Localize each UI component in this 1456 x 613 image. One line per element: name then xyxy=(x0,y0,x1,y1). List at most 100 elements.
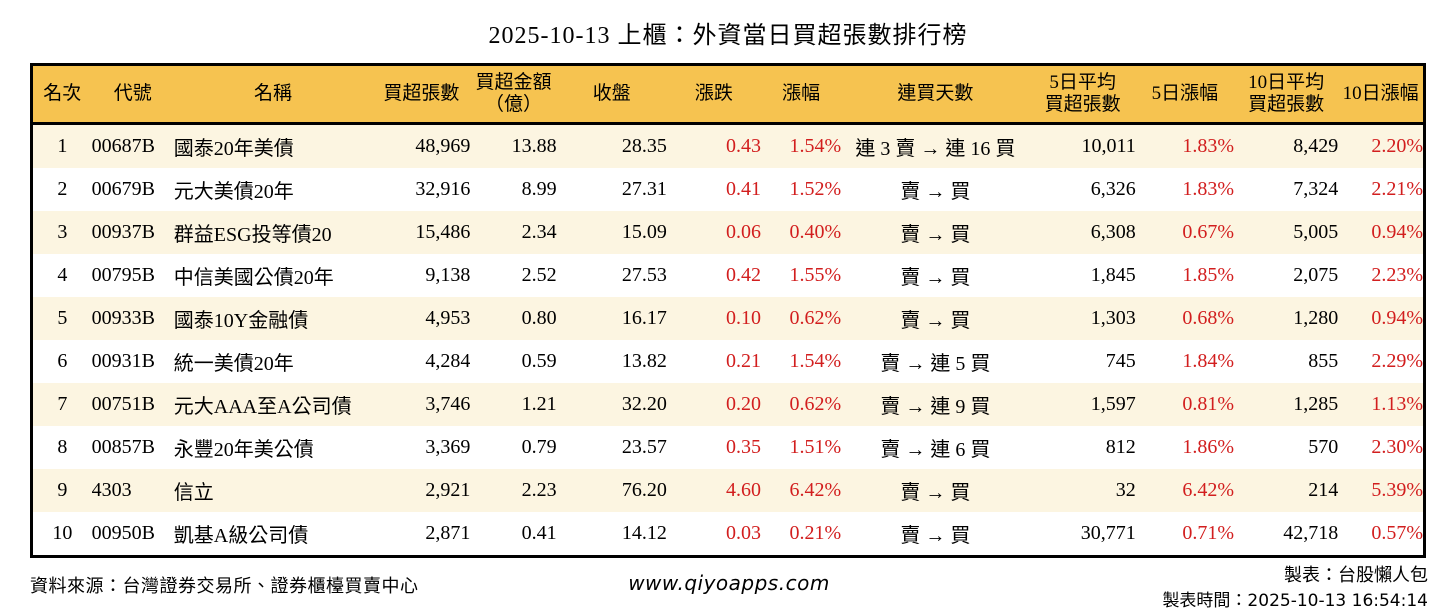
cell-code: 4303 xyxy=(91,479,132,501)
data-source-note: 資料來源：台灣證券交易所、證券櫃檯買賣中心 xyxy=(30,576,419,596)
col-header-code: 代號 xyxy=(91,64,174,125)
cell-name: 統一美債20年 xyxy=(173,353,294,375)
col-header-pct_10d: 10日漲幅 xyxy=(1338,64,1425,125)
cell-avg5_net_buy: 6,308 xyxy=(1090,221,1136,243)
cell-close: 76.20 xyxy=(621,479,667,501)
cell-avg5_net_buy: 6,326 xyxy=(1090,178,1136,200)
cell-pct_5d: 0.67% xyxy=(1182,221,1234,243)
cell-rank: 4 xyxy=(57,264,68,286)
col-header-net_buy_amount: 買超金額 （億） xyxy=(470,64,557,125)
cell-net_buy_amount: 0.41 xyxy=(521,522,557,544)
cell-pct_5d: 1.86% xyxy=(1182,436,1234,458)
cell-change: 0.41 xyxy=(726,178,762,200)
cell-net_buy_amount: 8.99 xyxy=(521,178,557,200)
cell-net_buy_volume: 3,746 xyxy=(425,393,471,415)
col-header-change_pct: 漲幅 xyxy=(761,64,842,125)
cell-name: 元大AAA至A公司債 xyxy=(173,396,352,418)
page-title: 2025-10-13 上櫃：外資當日買超張數排行榜 xyxy=(488,23,968,49)
table-row: 4 00795B 中信美國公債20年 9,138 2.52 27.53 0.42 1.55% 賣… xyxy=(31,254,1425,297)
cell-name: 信立 xyxy=(173,482,214,504)
cell-pct_5d: 1.84% xyxy=(1182,350,1234,372)
cell-net_buy_amount: 0.79 xyxy=(521,436,557,458)
cell-avg10_net_buy: 1,285 xyxy=(1293,393,1339,415)
cell-code: 00933B xyxy=(91,307,155,329)
table-row: 9 4303 信立 2,921 2.23 76.20 4.60 6.42% 賣 → 買 32 6.4… xyxy=(31,469,1425,512)
col-header-net_buy_volume: 買超張數 xyxy=(372,64,471,125)
table-header: 名次 代號 名稱 買超張數 買超金額 （億） 收盤 漲跌 漲幅 連買天數 5日平均 買超張數 5日漲… xyxy=(31,64,1425,125)
col-header-rank: 名次 xyxy=(31,64,92,125)
cell-change: 0.10 xyxy=(726,307,762,329)
cell-avg10_net_buy: 8,429 xyxy=(1293,135,1339,157)
cell-change_pct: 6.42% xyxy=(789,479,842,501)
credits: 製表：台股懶人包 製表時間：2025-10-13 16:54:14 xyxy=(830,563,1428,613)
col-header-avg5_net_buy: 5日平均 買超張數 xyxy=(1029,64,1136,125)
cell-change: 0.21 xyxy=(726,350,762,372)
cell-rank: 3 xyxy=(57,221,68,243)
cell-pct_10d: 0.94% xyxy=(1371,307,1423,329)
cell-pct_5d: 0.68% xyxy=(1182,307,1234,329)
cell-change: 0.42 xyxy=(726,264,762,286)
cell-net_buy_volume: 4,953 xyxy=(425,307,471,329)
cell-pct_10d: 2.23% xyxy=(1371,264,1423,286)
cell-net_buy_amount: 2.52 xyxy=(521,264,557,286)
cell-avg5_net_buy: 812 xyxy=(1105,436,1136,458)
table-row: 10 00950B 凱基A級公司債 2,871 0.41 14.12 0.03 0.21% 賣 … xyxy=(31,512,1425,557)
cell-buy_streak: 賣 → 買 xyxy=(900,310,971,332)
cell-close: 16.17 xyxy=(621,307,667,329)
cell-change_pct: 1.52% xyxy=(789,178,842,200)
cell-pct_10d: 2.29% xyxy=(1371,350,1423,372)
cell-buy_streak: 賣 → 買 xyxy=(900,224,971,246)
cell-name: 中信美國公債20年 xyxy=(173,267,334,289)
cell-rank: 10 xyxy=(52,522,73,544)
cell-change_pct: 0.62% xyxy=(789,393,842,415)
cell-pct_5d: 1.85% xyxy=(1182,264,1234,286)
cell-code: 00937B xyxy=(91,221,155,243)
cell-rank: 8 xyxy=(57,436,68,458)
cell-close: 13.82 xyxy=(621,350,667,372)
cell-pct_10d: 0.57% xyxy=(1371,522,1423,544)
cell-change: 0.03 xyxy=(726,522,762,544)
cell-buy_streak: 賣 → 買 xyxy=(900,525,971,547)
cell-avg5_net_buy: 745 xyxy=(1105,350,1136,372)
cell-avg10_net_buy: 570 xyxy=(1308,436,1339,458)
cell-net_buy_volume: 4,284 xyxy=(425,350,471,372)
cell-net_buy_volume: 9,138 xyxy=(425,264,471,286)
cell-rank: 9 xyxy=(57,479,68,501)
cell-close: 15.09 xyxy=(621,221,667,243)
cell-pct_5d: 0.81% xyxy=(1182,393,1234,415)
cell-rank: 2 xyxy=(57,178,68,200)
cell-avg5_net_buy: 1,303 xyxy=(1090,307,1136,329)
cell-change_pct: 0.40% xyxy=(789,221,842,243)
cell-name: 群益ESG投等債20 xyxy=(173,224,332,246)
cell-pct_10d: 0.94% xyxy=(1371,221,1423,243)
table-row: 1 00687B 國泰20年美債 48,969 13.88 28.35 0.43 1.54% 連… xyxy=(31,123,1425,168)
cell-rank: 5 xyxy=(57,307,68,329)
cell-avg10_net_buy: 214 xyxy=(1308,479,1339,501)
cell-change_pct: 1.51% xyxy=(789,436,842,458)
cell-code: 00679B xyxy=(91,178,155,200)
cell-pct_10d: 1.13% xyxy=(1371,393,1423,415)
cell-code: 00857B xyxy=(91,436,155,458)
cell-net_buy_amount: 0.59 xyxy=(521,350,557,372)
cell-close: 32.20 xyxy=(621,393,667,415)
cell-pct_5d: 1.83% xyxy=(1182,178,1234,200)
cell-avg5_net_buy: 30,771 xyxy=(1080,522,1136,544)
cell-avg10_net_buy: 855 xyxy=(1308,350,1339,372)
cell-change_pct: 1.54% xyxy=(789,350,842,372)
cell-net_buy_volume: 15,486 xyxy=(415,221,471,243)
cell-close: 27.53 xyxy=(621,264,667,286)
cell-net_buy_volume: 2,871 xyxy=(425,522,471,544)
cell-net_buy_amount: 2.23 xyxy=(521,479,557,501)
cell-avg5_net_buy: 32 xyxy=(1115,479,1136,501)
col-header-avg10_net_buy: 10日平均 買超張數 xyxy=(1234,64,1339,125)
cell-avg10_net_buy: 2,075 xyxy=(1293,264,1339,286)
table-row: 6 00931B 統一美債20年 4,284 0.59 13.82 0.21 1.54% 賣 →… xyxy=(31,340,1425,383)
cell-net_buy_volume: 48,969 xyxy=(415,135,471,157)
table-row: 3 00937B 群益ESG投等債20 15,486 2.34 15.09 0.06 0.40… xyxy=(31,211,1425,254)
cell-close: 28.35 xyxy=(621,135,667,157)
cell-rank: 6 xyxy=(57,350,68,372)
website-text: www.qiyoapps.com xyxy=(628,571,830,595)
cell-avg5_net_buy: 10,011 xyxy=(1081,135,1136,157)
cell-code: 00751B xyxy=(91,393,155,415)
maker-credit: 製表：台股懶人包 xyxy=(1284,565,1428,585)
